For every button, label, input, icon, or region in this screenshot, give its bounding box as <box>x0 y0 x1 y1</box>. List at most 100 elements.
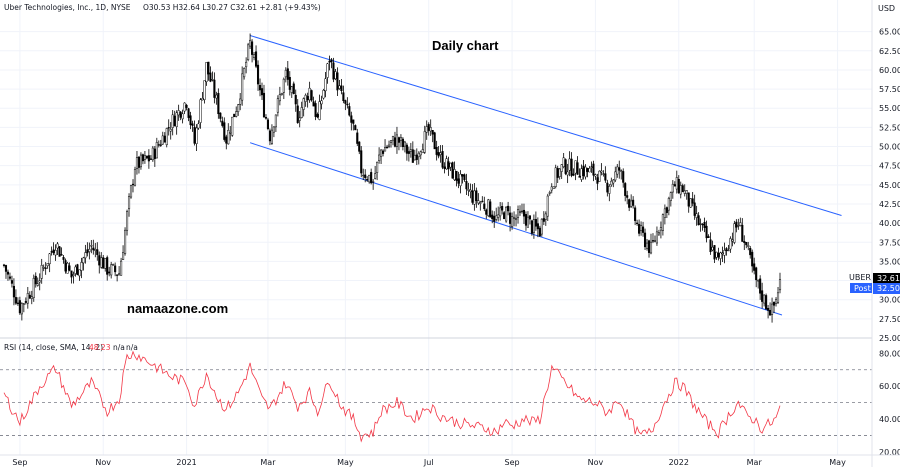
candle-body <box>693 202 696 216</box>
candle-body <box>602 173 605 175</box>
candle-body <box>493 215 496 222</box>
candle-body <box>695 213 698 218</box>
candle-body <box>651 240 655 242</box>
currency-label[interactable]: USD <box>878 4 895 13</box>
candle-body <box>187 108 190 118</box>
candle-body <box>38 280 41 283</box>
candle-body <box>526 216 529 228</box>
candle-body <box>177 110 180 116</box>
candle-body <box>340 85 343 91</box>
candle-body <box>42 266 45 269</box>
candle-body <box>532 219 535 233</box>
candle-body <box>235 111 238 117</box>
candle-body <box>757 280 760 282</box>
candle-body <box>647 240 651 253</box>
candle-body <box>173 115 176 127</box>
candle-body <box>731 239 734 242</box>
candle-body <box>507 205 510 212</box>
candle-body <box>86 249 89 254</box>
candle-body <box>663 208 666 218</box>
price-tick-label: 45.00 <box>879 181 900 190</box>
candle-body <box>397 137 400 143</box>
candle-body <box>463 174 466 181</box>
candle-body <box>606 182 609 193</box>
candle-body <box>334 71 337 80</box>
rsi-header-na-1: n/a <box>113 343 125 352</box>
candle-body <box>661 214 664 231</box>
time-tick-label: Nov <box>588 458 604 467</box>
channel-upper-line[interactable] <box>249 35 842 216</box>
candle-body <box>336 72 339 91</box>
candle-body <box>501 206 504 211</box>
candle-body <box>376 161 379 173</box>
candle-body <box>332 62 335 80</box>
candle-body <box>612 179 615 184</box>
candle-body <box>358 141 361 152</box>
candle-body <box>649 241 653 254</box>
candle-body <box>566 171 569 176</box>
candle-body <box>580 168 583 180</box>
price-tick-label: 30.00 <box>879 296 900 305</box>
candle-body <box>729 238 732 250</box>
candle-body <box>221 120 224 126</box>
candle-body <box>56 243 59 249</box>
candle-body <box>522 209 526 217</box>
candle-body <box>437 152 440 157</box>
watermark-text: namaazone.com <box>127 301 228 316</box>
last-price-badge <box>873 273 900 284</box>
candle-body <box>312 101 315 107</box>
candle-body <box>546 195 549 217</box>
candle-body <box>380 149 383 157</box>
candle-body <box>272 126 275 133</box>
candle-body <box>638 224 641 234</box>
candle-body <box>725 248 728 251</box>
candle-body <box>40 264 43 279</box>
candle-body <box>378 154 381 162</box>
candle-body <box>207 61 210 75</box>
candle-body <box>459 173 462 187</box>
candle-body <box>622 171 625 183</box>
candle-body <box>457 178 460 184</box>
candle-body <box>34 275 37 285</box>
candle-body <box>771 303 774 315</box>
candle-body <box>14 297 17 304</box>
candle-body <box>763 294 766 304</box>
candle-body <box>665 207 668 213</box>
candle-body <box>594 174 597 177</box>
candle-body <box>44 267 47 269</box>
candle-body <box>435 146 438 155</box>
candle-body <box>256 64 260 85</box>
candle-body <box>473 190 476 205</box>
grid-layer <box>0 0 872 455</box>
candle-body <box>112 264 115 266</box>
candle-body <box>481 200 484 203</box>
candle-body <box>419 151 422 156</box>
candle-body <box>449 162 452 168</box>
candle-body <box>10 280 13 284</box>
candle-body <box>374 173 377 179</box>
candle-body <box>719 252 722 259</box>
candle-body <box>697 215 700 226</box>
channel-lower-line[interactable] <box>249 142 783 316</box>
candle-body <box>169 128 172 132</box>
time-tick-label: 2022 <box>669 458 689 467</box>
candle-body <box>643 232 647 248</box>
candle-body <box>669 192 672 201</box>
candle-body <box>485 209 488 215</box>
candle-body <box>411 149 414 163</box>
candle-body <box>382 150 385 154</box>
candle-body <box>213 79 216 98</box>
price-tick-label: 40.00 <box>879 219 900 228</box>
candle-body <box>765 295 768 310</box>
candle-body <box>570 158 573 176</box>
candle-body <box>28 294 31 299</box>
candle-body <box>679 185 682 195</box>
candle-body <box>421 149 424 154</box>
candle-body <box>735 221 738 228</box>
candle-body <box>189 115 192 126</box>
candle-body <box>703 221 706 228</box>
candle-body <box>147 155 150 162</box>
candle-body <box>505 206 508 222</box>
candle-body <box>689 198 692 208</box>
